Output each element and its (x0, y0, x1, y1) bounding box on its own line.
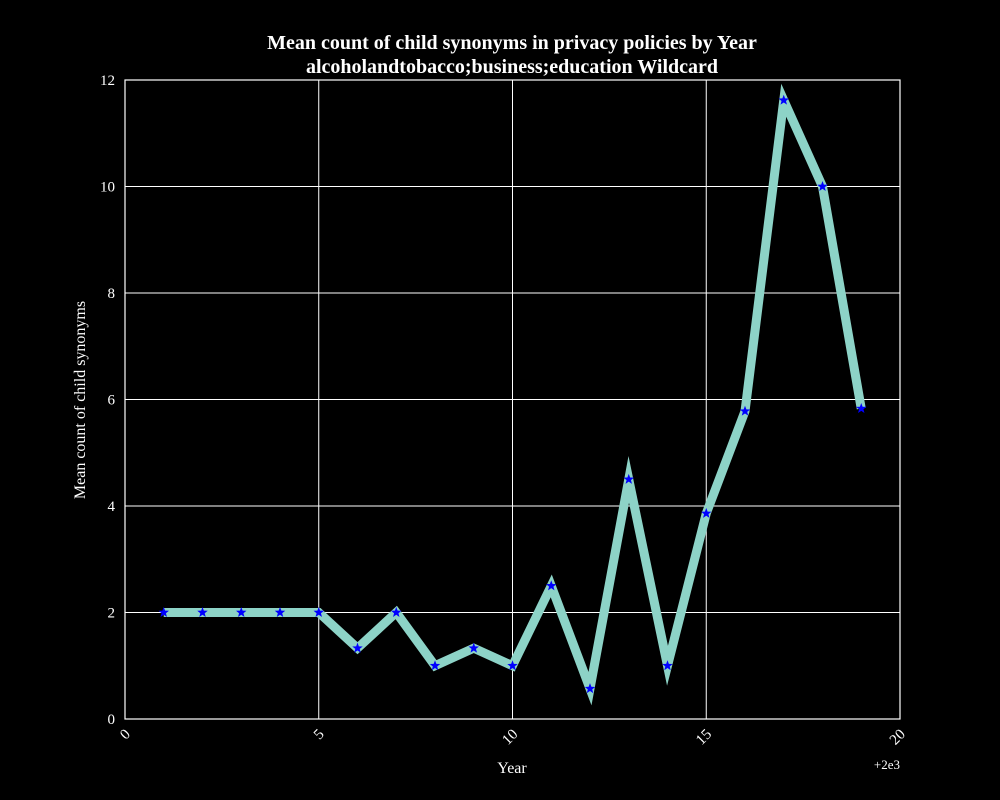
data-point-marker (584, 683, 596, 694)
x-offset-label: +2e3 (874, 757, 900, 772)
data-point-marker (352, 642, 363, 653)
data-point-marker (429, 660, 441, 671)
y-tick-label: 10 (100, 180, 115, 196)
data-point-marker (158, 607, 169, 617)
data-point-marker (701, 507, 712, 518)
y-tick-label: 4 (108, 499, 116, 515)
data-point-marker (546, 580, 557, 591)
y-tick-label: 2 (108, 606, 116, 622)
data-point-marker (817, 181, 828, 191)
data-point-marker (313, 607, 324, 617)
data-point-marker (468, 642, 479, 653)
x-axis-label: Year (497, 760, 527, 777)
y-tick-label: 6 (108, 393, 116, 409)
data-point-marker (856, 403, 867, 413)
data-point-marker (623, 473, 634, 484)
y-tick-label: 12 (100, 73, 115, 89)
series-layer (158, 83, 867, 706)
data-point-marker (507, 660, 518, 671)
data-point-marker (391, 607, 402, 617)
data-point-marker (274, 607, 286, 617)
chart-title: Mean count of child synonyms in privacy … (267, 32, 757, 54)
y-tick-label: 0 (108, 712, 116, 728)
data-point-marker (739, 405, 751, 416)
y-tick-label: 8 (108, 286, 116, 302)
plot-frame (124, 79, 901, 720)
chart-subtitle: alcoholandtobacco;business;education Wil… (306, 56, 718, 78)
data-point-marker (197, 607, 208, 617)
data-point-marker (662, 660, 673, 671)
y-axis-label: Mean count of child synonyms (72, 301, 89, 499)
data-point-marker (778, 94, 789, 105)
data-point-marker (236, 607, 247, 617)
